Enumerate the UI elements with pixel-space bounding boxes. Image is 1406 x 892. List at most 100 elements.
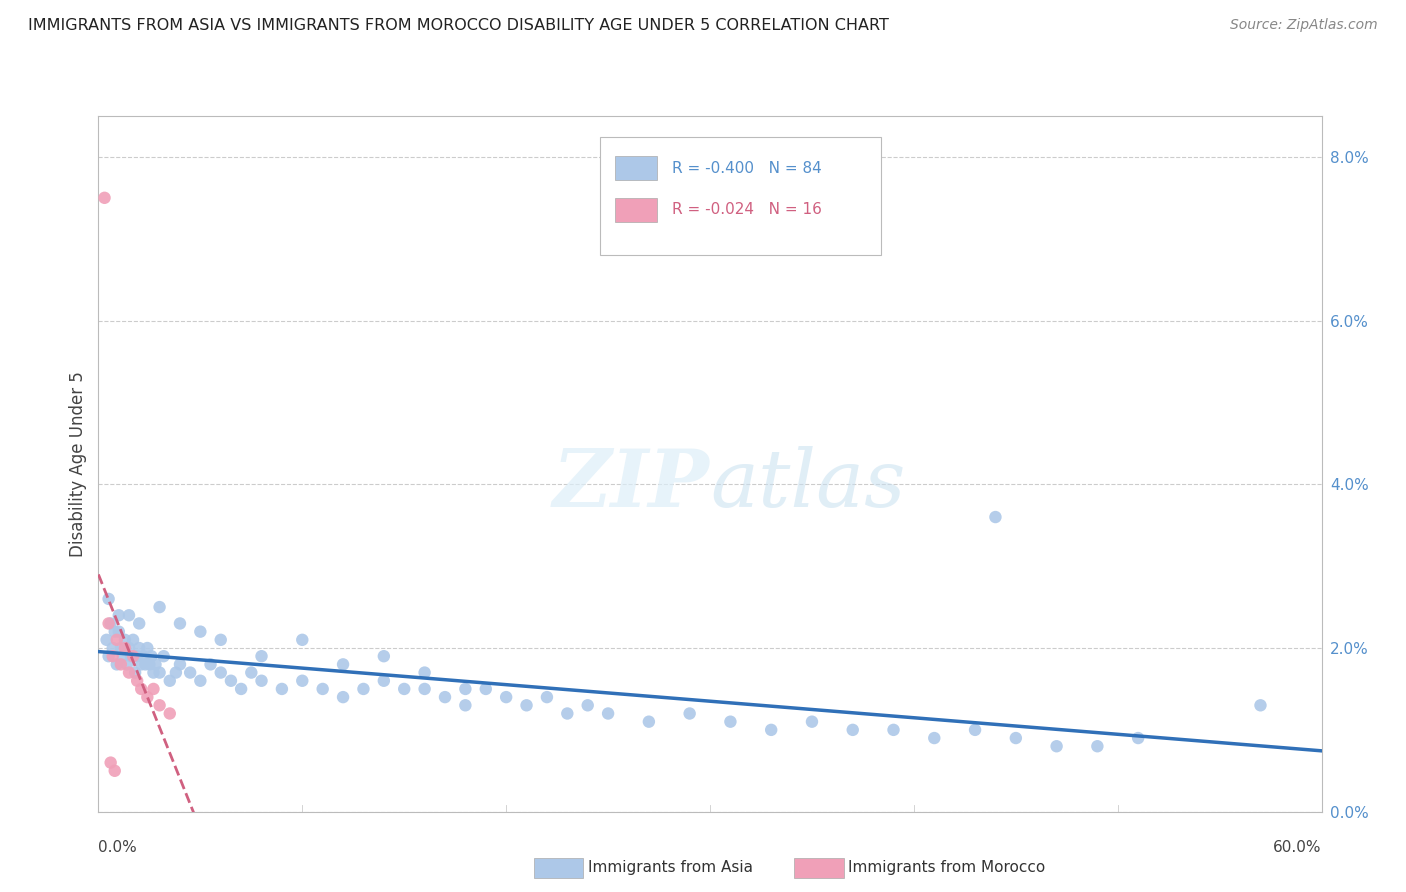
Point xyxy=(373,649,395,664)
Text: 60.0%: 60.0% xyxy=(1274,839,1322,855)
Point xyxy=(454,698,477,713)
Point xyxy=(433,690,456,705)
Point xyxy=(97,649,120,664)
Point xyxy=(115,657,138,672)
Point xyxy=(128,616,150,631)
Point xyxy=(984,510,1007,524)
Point xyxy=(352,681,374,696)
Point xyxy=(231,681,253,696)
Point xyxy=(536,690,558,705)
Point xyxy=(576,698,599,713)
Point xyxy=(291,673,314,688)
Point xyxy=(97,591,120,606)
Point xyxy=(179,665,201,680)
Point xyxy=(132,649,155,664)
Point xyxy=(165,665,187,680)
Point xyxy=(159,706,181,721)
Text: 0.0%: 0.0% xyxy=(98,839,138,855)
Point xyxy=(118,640,141,655)
Point xyxy=(474,681,498,696)
Point xyxy=(332,657,354,672)
Point xyxy=(495,690,517,705)
Point xyxy=(138,657,160,672)
Point xyxy=(413,681,436,696)
Bar xyxy=(614,156,658,180)
Point xyxy=(136,690,159,705)
Point xyxy=(1249,698,1271,713)
Point xyxy=(124,665,146,680)
Point xyxy=(801,714,824,729)
Point xyxy=(114,632,136,647)
Point xyxy=(188,624,212,639)
Point xyxy=(122,649,145,664)
Point xyxy=(152,649,174,664)
Point xyxy=(1128,731,1150,745)
Point xyxy=(188,673,212,688)
Point xyxy=(141,649,163,664)
Point xyxy=(101,649,124,664)
Point xyxy=(100,616,122,631)
Point xyxy=(209,632,232,647)
Point xyxy=(557,706,579,721)
Text: R = -0.024   N = 16: R = -0.024 N = 16 xyxy=(672,202,823,218)
Point xyxy=(169,657,191,672)
Point xyxy=(114,640,136,655)
Point xyxy=(200,657,222,672)
Point xyxy=(413,665,436,680)
Point xyxy=(97,616,120,631)
Point xyxy=(1085,739,1108,754)
Point xyxy=(142,681,165,696)
Bar xyxy=(614,198,658,222)
Point xyxy=(1004,731,1026,745)
Point xyxy=(332,690,354,705)
Text: IMMIGRANTS FROM ASIA VS IMMIGRANTS FROM MOROCCO DISABILITY AGE UNDER 5 CORRELATI: IMMIGRANTS FROM ASIA VS IMMIGRANTS FROM … xyxy=(28,18,889,33)
Point xyxy=(93,191,115,205)
Point xyxy=(128,640,150,655)
Point xyxy=(965,723,987,737)
Point xyxy=(108,624,131,639)
Y-axis label: Disability Age Under 5: Disability Age Under 5 xyxy=(69,371,87,557)
Point xyxy=(596,706,619,721)
Point xyxy=(373,673,395,688)
Point xyxy=(105,632,128,647)
Point xyxy=(392,681,416,696)
FancyBboxPatch shape xyxy=(600,136,882,255)
Point xyxy=(120,649,142,664)
Point xyxy=(841,723,863,737)
Point xyxy=(638,714,661,729)
Point xyxy=(516,698,538,713)
Point xyxy=(149,665,172,680)
Point xyxy=(134,657,156,672)
Point xyxy=(110,640,132,655)
Point xyxy=(129,657,152,672)
Point xyxy=(122,632,145,647)
Point xyxy=(720,714,742,729)
Point xyxy=(250,649,273,664)
Point xyxy=(240,665,263,680)
Text: R = -0.400   N = 84: R = -0.400 N = 84 xyxy=(672,161,823,176)
Point xyxy=(127,649,149,664)
Point xyxy=(96,632,118,647)
Text: atlas: atlas xyxy=(710,446,905,524)
Point xyxy=(922,731,945,745)
Point xyxy=(104,764,127,778)
Point xyxy=(145,657,167,672)
Text: Source: ZipAtlas.com: Source: ZipAtlas.com xyxy=(1230,18,1378,32)
Point xyxy=(104,624,127,639)
Point xyxy=(149,600,172,615)
Text: ZIP: ZIP xyxy=(553,446,710,524)
Point xyxy=(108,608,131,623)
Point xyxy=(250,673,273,688)
Point xyxy=(110,657,132,672)
Text: Immigrants from Morocco: Immigrants from Morocco xyxy=(848,861,1045,875)
Point xyxy=(270,681,294,696)
Point xyxy=(100,756,122,770)
Point xyxy=(1045,739,1069,754)
Point xyxy=(159,673,181,688)
Point xyxy=(111,649,134,664)
Point xyxy=(129,681,152,696)
Point xyxy=(142,665,165,680)
Point xyxy=(101,640,124,655)
Point xyxy=(759,723,782,737)
Text: Immigrants from Asia: Immigrants from Asia xyxy=(588,861,752,875)
